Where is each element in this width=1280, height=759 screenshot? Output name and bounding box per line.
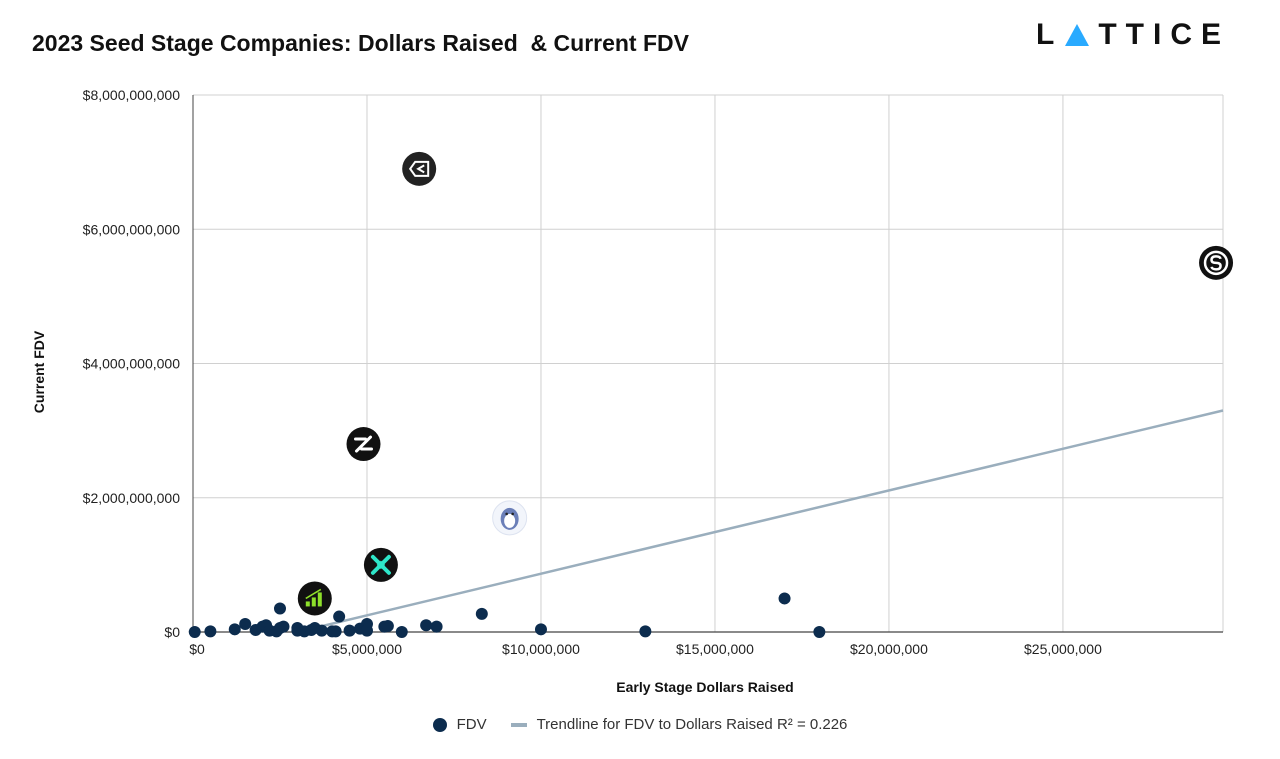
penguin-belly xyxy=(504,513,516,528)
bars-logo-icon xyxy=(297,581,332,616)
legend-label-fdv: FDV xyxy=(456,716,487,733)
data-point xyxy=(333,610,346,623)
brand-letter-left: L xyxy=(1036,18,1064,51)
penguin-logo-icon xyxy=(492,500,528,536)
x-tick-label: $25,000,000 xyxy=(1024,641,1102,657)
y-tick-label: $6,000,000,000 xyxy=(83,221,181,237)
data-point xyxy=(277,620,290,633)
brand-letters-right: TTICE xyxy=(1098,18,1230,51)
data-point xyxy=(381,619,394,632)
y-tick-label: $0 xyxy=(164,624,180,640)
x-cross-logo-icon xyxy=(363,547,398,582)
chart-title: 2023 Seed Stage Companies: Dollars Raise… xyxy=(32,30,689,56)
data-point xyxy=(420,619,433,632)
x-tick-label: $0 xyxy=(189,641,205,657)
lattice-logo: L TTICE xyxy=(1036,18,1230,52)
penguin-eye xyxy=(511,512,514,516)
x-tick-label: $10,000,000 xyxy=(502,641,580,657)
y-axis-label: Current FDV xyxy=(31,330,47,413)
z-logo-icon xyxy=(346,427,381,462)
x-tick-label: $15,000,000 xyxy=(676,641,754,657)
data-point xyxy=(534,623,547,636)
data-point xyxy=(188,626,201,638)
data-point xyxy=(329,625,342,638)
y-tick-label: $4,000,000,000 xyxy=(83,356,181,372)
triangle-icon xyxy=(1065,24,1090,46)
x-tick-label: $5,000,000 xyxy=(332,641,402,657)
data-point xyxy=(343,624,356,637)
sigma-logo-icon xyxy=(402,151,437,186)
data-point xyxy=(360,624,373,637)
bar-arrow xyxy=(305,588,322,600)
data-point xyxy=(395,626,408,638)
bar-1 xyxy=(305,601,310,607)
data-point xyxy=(813,626,826,638)
penguin-eye xyxy=(505,512,508,516)
legend-item-trendline: Trendline for FDV to Dollars Raised R² =… xyxy=(510,716,848,733)
legend-item-fdv: FDV xyxy=(432,716,487,733)
legend-line-icon xyxy=(510,722,527,727)
data-point xyxy=(475,607,488,620)
trendline-line xyxy=(297,409,1224,634)
logo-points xyxy=(297,151,1234,616)
data-point xyxy=(273,602,286,615)
data-point xyxy=(315,624,328,637)
x-axis-label: Early Stage Dollars Raised xyxy=(616,679,793,695)
data-point xyxy=(239,617,252,630)
y-tick-label: $2,000,000,000 xyxy=(83,490,181,506)
data-point xyxy=(204,625,217,638)
grid-lines xyxy=(193,94,1224,632)
bar-3 xyxy=(317,592,322,607)
x-tick-label: $20,000,000 xyxy=(850,641,928,657)
bar-2 xyxy=(311,597,316,607)
coin-ring xyxy=(1203,250,1229,276)
x-axis-ticks: $0 $5,000,000 $10,000,000 $15,000,000 $20,00… xyxy=(189,641,1102,657)
sigma-shape xyxy=(408,160,430,177)
z-shape xyxy=(354,435,374,453)
data-point xyxy=(778,592,791,605)
legend-label-trendline: Trendline for FDV to Dollars Raised R² =… xyxy=(536,716,848,733)
data-point xyxy=(639,625,652,638)
s-shape xyxy=(1210,255,1222,271)
trendline xyxy=(297,409,1224,634)
legend: FDV Trendline for FDV to Dollars Raised … xyxy=(0,716,1280,733)
data-point xyxy=(228,623,241,636)
y-axis-ticks: $0 $2,000,000,000 $4,000,000,000 $6,000,000… xyxy=(83,87,181,640)
sigma-stroke xyxy=(416,164,425,174)
legend-dot-icon xyxy=(432,717,447,732)
x-arm xyxy=(370,554,391,575)
data-points xyxy=(188,592,826,638)
s-coin-logo-icon xyxy=(1199,245,1234,280)
y-tick-label: $8,000,000,000 xyxy=(83,87,181,103)
data-point xyxy=(430,620,443,633)
